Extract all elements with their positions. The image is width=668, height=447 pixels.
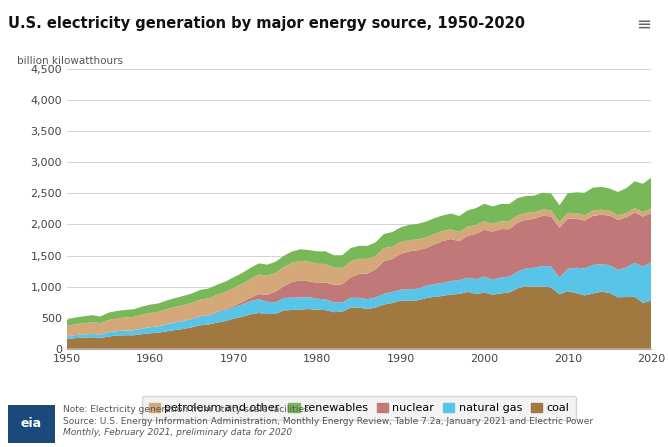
Text: Monthly, February 2021, preliminary data for 2020: Monthly, February 2021, preliminary data… <box>63 428 293 437</box>
Text: eia: eia <box>21 417 42 430</box>
Text: billion kilowatthours: billion kilowatthours <box>17 56 123 67</box>
Text: U.S. electricity generation by major energy source, 1950-2020: U.S. electricity generation by major ene… <box>8 16 525 31</box>
Text: Note: Electricity generation from utility-scale facilities.: Note: Electricity generation from utilit… <box>63 405 312 413</box>
Text: ≡: ≡ <box>636 16 651 34</box>
Legend: petroleum and other, renewables, nuclear, natural gas, coal: petroleum and other, renewables, nuclear… <box>142 396 576 420</box>
Text: Source: U.S. Energy Information Administration, Monthly Energy Review, Table 7.2: Source: U.S. Energy Information Administ… <box>63 417 594 426</box>
